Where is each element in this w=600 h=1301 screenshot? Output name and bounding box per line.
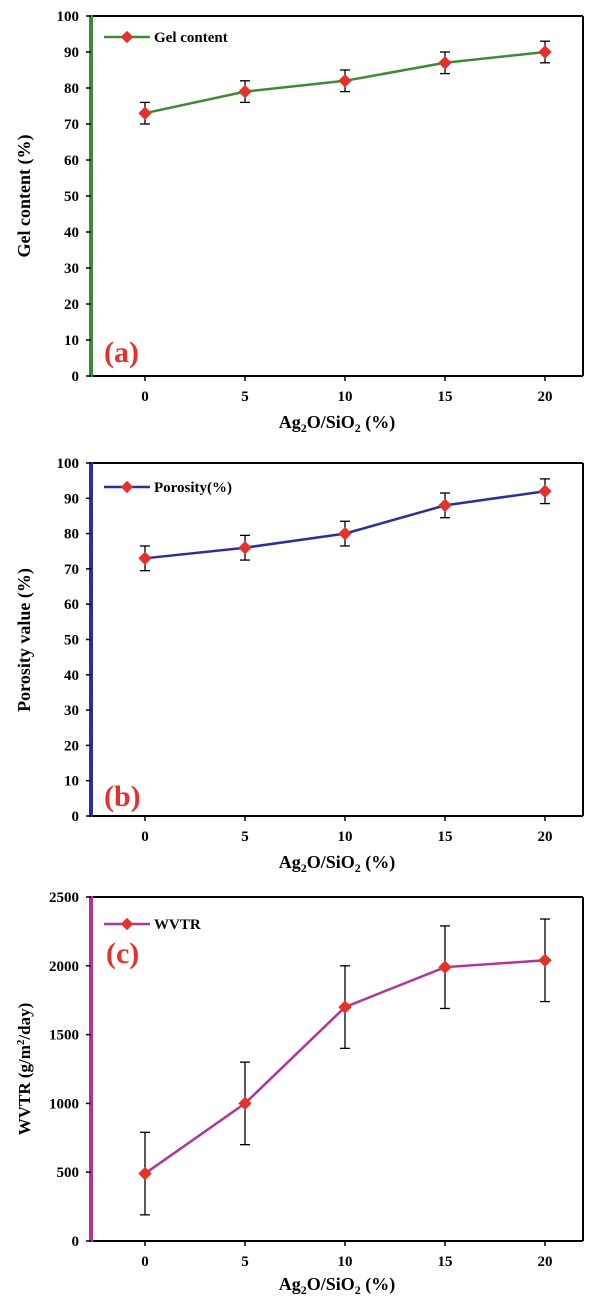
panel-label: (c) [106,937,139,970]
x-axis-label: Ag2O/SiO2 (%) [279,412,396,435]
y-tick-label: 60 [64,153,79,169]
y-axis-label-superscript: 2 [15,1039,27,1045]
y-tick-label: 30 [64,261,79,277]
data-point-marker [338,74,352,88]
x-tick-label: 0 [141,829,149,845]
y-tick-label: 90 [64,491,79,507]
x-tick-label: 15 [438,829,453,845]
x-axis-label-part: (%) [361,852,396,873]
y-tick-label: 2500 [49,890,79,906]
x-axis-label-part: O/SiO [307,1274,355,1294]
x-tick-label: 10 [338,829,353,845]
x-tick-label: 20 [538,829,553,845]
x-axis-label-subscript: 2 [355,861,361,875]
x-axis-label: Ag2O/SiO2 (%) [279,1274,396,1296]
data-point-marker [138,551,152,566]
y-tick-label: 500 [57,1165,80,1181]
y-tick-label: 20 [64,738,79,754]
x-axis-label-part: (%) [361,1274,396,1295]
x-tick-label: 0 [141,389,149,405]
chart-panel-1: 0 10 20 30 40 50 60 70 80 90 100 0 5 10 15 20 Ag2O/SiO2 … [14,456,584,875]
legend-marker [120,30,134,44]
x-axis-label-subscript: 2 [301,421,307,435]
data-point-marker [238,84,252,99]
y-tick-label: 60 [64,597,79,613]
x-tick-label: 15 [438,389,453,405]
y-tick-label: 40 [64,668,79,684]
x-tick-label: 20 [538,389,553,405]
x-axis-label-part: O/SiO [307,852,355,872]
x-tick-label: 0 [141,1254,149,1270]
data-point-marker [438,56,452,70]
x-tick-label: 15 [438,1254,453,1270]
x-axis-label-part: Ag [279,412,301,432]
data-point-marker [238,1096,252,1111]
data-point-marker [438,498,452,513]
data-point-marker [238,541,252,555]
y-tick-label: 100 [57,9,80,25]
y-tick-label: 20 [64,297,79,313]
data-point-marker [338,526,352,541]
x-axis-label-subscript: 2 [301,861,307,875]
y-tick-label: 30 [64,703,79,719]
y-axis-label: Gel content (%) [14,135,35,258]
y-axis-label-part: /day) [15,1003,34,1041]
y-tick-label: 80 [64,81,79,97]
y-tick-label: 70 [64,117,79,133]
y-axis-label: WVTR (g/m2/day) [15,1003,34,1136]
y-tick-label: 0 [72,369,80,385]
x-tick-label: 5 [241,829,249,845]
panel-label: (b) [104,780,141,813]
y-axis-label: Porosity value (%) [14,568,35,712]
y-tick-label: 0 [72,1234,80,1250]
y-tick-label: 1500 [49,1028,79,1044]
data-point-marker [138,106,152,120]
legend-marker [120,480,134,494]
x-tick-label: 10 [338,389,353,405]
legend-marker [120,917,134,931]
x-axis-label-part: (%) [361,412,396,433]
x-axis-label: Ag2O/SiO2 (%) [279,852,396,875]
legend-label: WVTR [154,917,201,933]
x-axis-label-part: O/SiO [307,412,355,432]
y-tick-label: 10 [64,774,79,790]
y-tick-label: 100 [57,456,80,472]
x-axis-label-subscript: 2 [355,1283,361,1296]
y-tick-label: 90 [64,45,79,61]
y-tick-label: 1000 [49,1096,79,1112]
x-tick-label: 20 [538,1254,553,1270]
x-axis-label-subscript: 2 [355,421,361,435]
y-tick-label: 80 [64,527,79,543]
x-axis-label-subscript: 2 [301,1283,307,1296]
chart-panel-0: 0 10 20 30 40 50 60 70 80 90 100 0 5 10 15 20 Ag2O/SiO2 … [14,9,584,435]
data-point-marker [538,484,552,498]
panel-label: (a) [104,336,139,369]
y-tick-label: 50 [64,633,79,649]
data-point-marker [538,45,552,59]
y-tick-label: 70 [64,562,79,578]
x-axis-label-part: Ag [279,852,301,872]
data-point-marker [538,953,552,968]
x-tick-label: 5 [241,1254,249,1270]
y-tick-label: 2000 [49,959,79,975]
y-tick-label: 0 [72,809,80,825]
data-point-marker [438,960,452,974]
x-tick-label: 10 [338,1254,353,1270]
y-tick-label: 10 [64,333,79,349]
y-axis-label-part: WVTR (g/m [15,1045,34,1135]
x-axis-label-part: Ag [279,1274,301,1294]
data-point-marker [338,1000,352,1014]
y-tick-label: 40 [64,225,79,241]
data-point-marker [138,1166,152,1181]
y-tick-label: 50 [64,189,79,205]
legend-label: Gel content [154,30,228,46]
x-tick-label: 5 [241,389,249,405]
legend-label: Porosity(%) [154,480,232,496]
